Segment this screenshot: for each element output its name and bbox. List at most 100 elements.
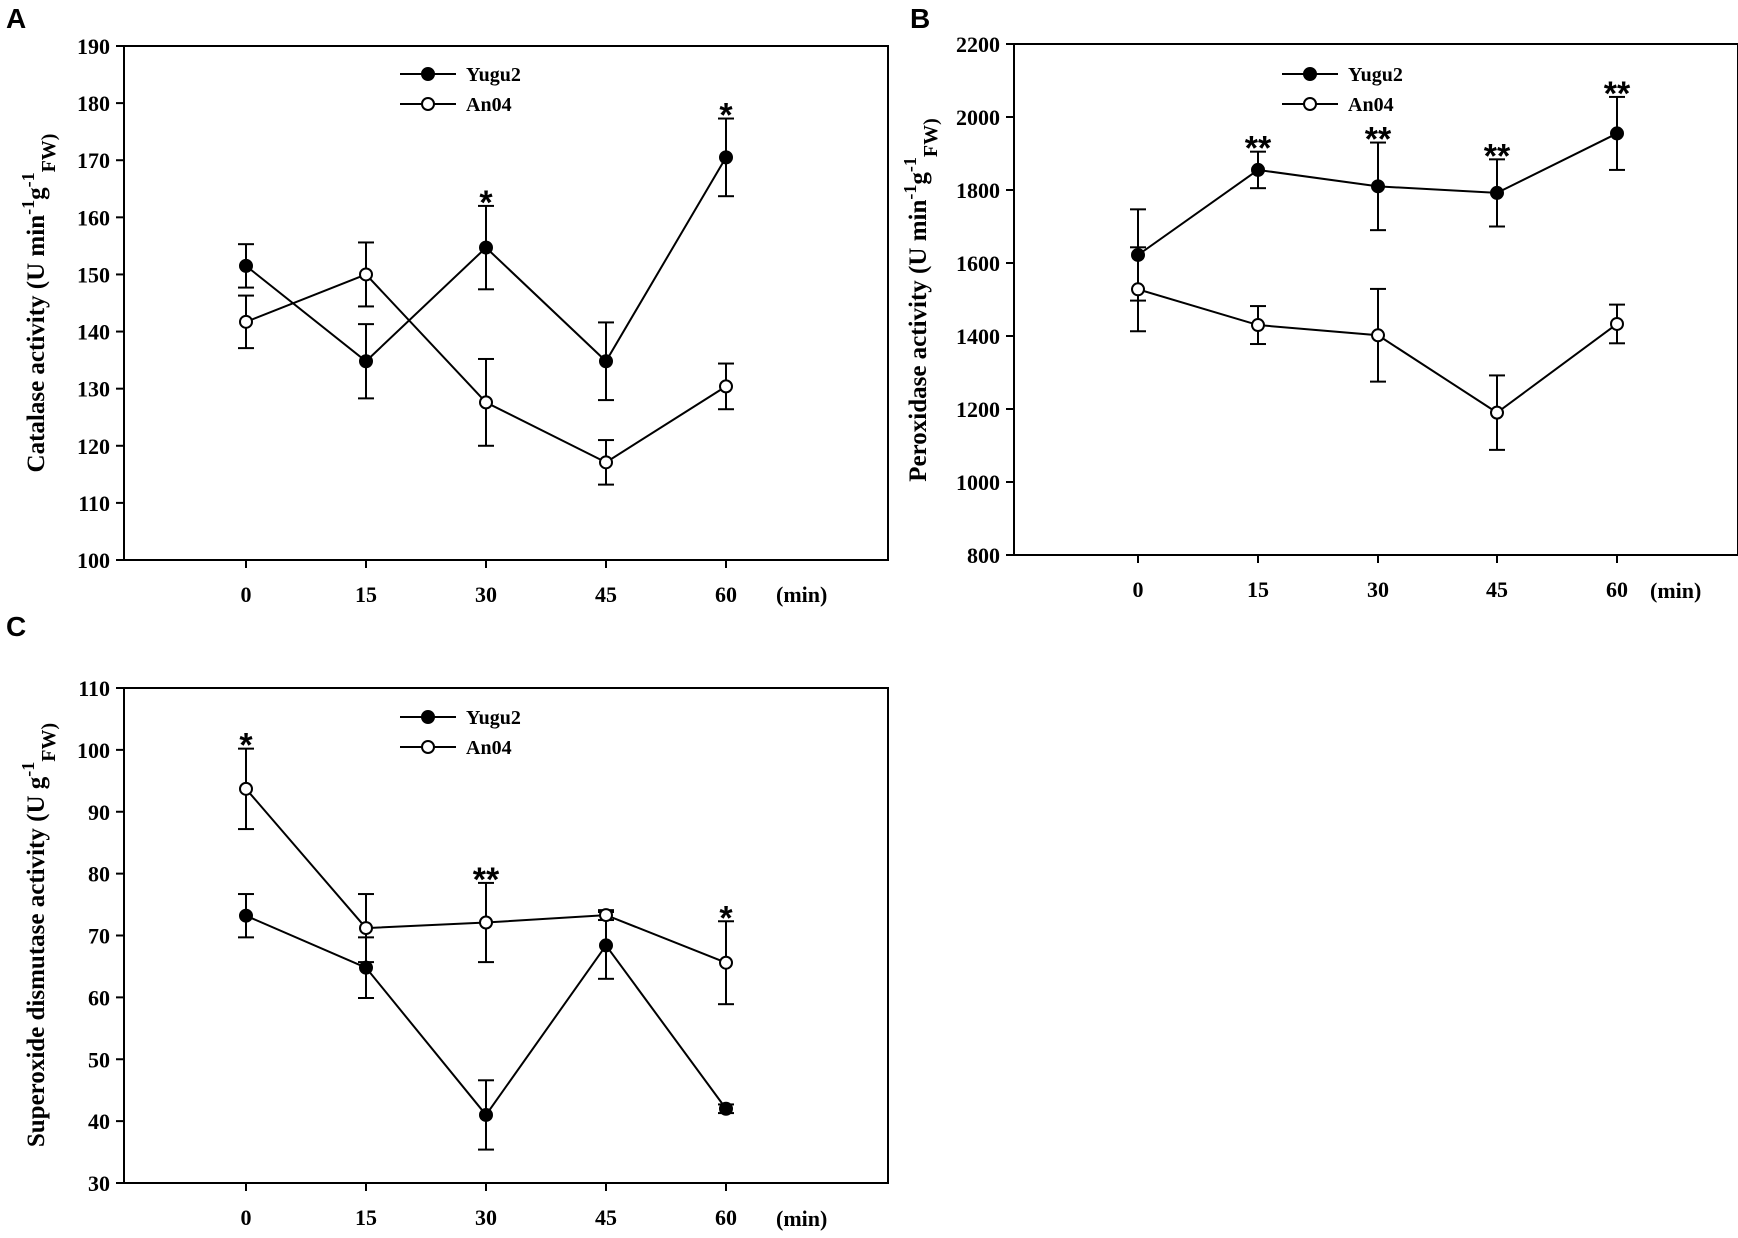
data-point-yugu2 — [599, 354, 613, 369]
data-point-yugu2 — [719, 150, 733, 165]
x-tick-label: 15 — [355, 582, 377, 607]
y-tick-label: 140 — [77, 320, 110, 345]
y-tick-label: 80 — [88, 862, 110, 887]
y-tick-label: 2200 — [956, 32, 1000, 57]
y-tick-label: 100 — [77, 548, 110, 573]
y-tick-label: 110 — [78, 676, 110, 701]
y-axis-title-part: Catalase activity (U min — [23, 215, 50, 473]
y-tick-label: 1200 — [956, 397, 1000, 422]
legend-label: Yugu2 — [466, 64, 521, 86]
y-tick-label: 1000 — [956, 470, 1000, 495]
series-yugu2 — [238, 117, 734, 402]
y-tick-label: 70 — [88, 924, 110, 949]
x-tick-label: 15 — [1247, 577, 1269, 602]
significance-mark: ** — [1365, 121, 1392, 159]
significance-mark: * — [719, 97, 733, 135]
y-axis-title-part: FW) — [38, 723, 60, 762]
significance-mark: * — [479, 184, 493, 222]
series-an04 — [238, 747, 734, 1006]
y-tick-label: 120 — [77, 434, 110, 459]
y-axis-title-part: -1 — [18, 172, 38, 187]
data-point-yugu2 — [359, 354, 373, 369]
plot-frame — [123, 45, 889, 561]
legend-label: An04 — [466, 94, 512, 116]
y-tick-label: 30 — [88, 1171, 110, 1196]
legend-marker — [1303, 97, 1317, 111]
x-tick-label: 15 — [355, 1205, 377, 1230]
y-axis-title-part: Peroxidase activity (U min — [905, 200, 932, 482]
y-tick-label: 150 — [77, 262, 110, 287]
data-point-an04 — [599, 908, 613, 923]
x-tick-label: 45 — [595, 1205, 617, 1230]
legend-label: Yugu2 — [1348, 64, 1403, 86]
y-tick-label: 90 — [88, 800, 110, 825]
data-point-an04 — [1610, 316, 1624, 331]
data-point-yugu2 — [239, 258, 253, 273]
legend: Yugu2 An04 — [400, 64, 521, 116]
y-tick-label: 1400 — [956, 324, 1000, 349]
legend-label: An04 — [466, 737, 512, 759]
y-axis-title-part: -1 — [900, 185, 920, 200]
significance-mark: ** — [473, 861, 500, 899]
y-tick-label: 1600 — [956, 251, 1000, 276]
y-axis-title-part: g — [905, 172, 932, 185]
data-point-yugu2 — [1610, 126, 1624, 141]
y-tick-label: 170 — [77, 148, 110, 173]
legend-marker — [421, 740, 435, 754]
significance-mark: ** — [1245, 130, 1272, 168]
y-tick-label: 1800 — [956, 178, 1000, 203]
x-axis-unit-label: (min) — [1650, 578, 1701, 603]
data-point-an04 — [719, 379, 733, 394]
y-tick-label: 60 — [88, 985, 110, 1010]
y-axis-title: Catalase activity (U min-1g-1FW) — [18, 134, 60, 473]
data-point-an04 — [359, 267, 373, 282]
y-tick-label: 110 — [78, 491, 110, 516]
data-point-yugu2 — [479, 240, 493, 255]
y-axis-title: Peroxidase activity (U min-1g-1FW) — [900, 118, 942, 482]
data-point-an04 — [239, 314, 253, 329]
significance-mark: ** — [1604, 75, 1631, 113]
x-tick-label: 60 — [715, 582, 737, 607]
x-tick-label: 60 — [1606, 577, 1628, 602]
y-tick-label: 40 — [88, 1109, 110, 1134]
series-an04 — [238, 241, 734, 486]
data-point-an04 — [599, 455, 613, 470]
data-point-yugu2 — [1490, 185, 1504, 200]
panel-c-sod-chart: C 30 40 50 60 70 80 90 100 110 0 15 30 45 60 (min) Super… — [6, 611, 889, 1231]
data-point-yugu2 — [239, 908, 253, 923]
data-point-yugu2 — [359, 960, 373, 975]
x-tick-label: 45 — [595, 582, 617, 607]
legend-marker — [421, 710, 435, 724]
y-tick-label: 180 — [77, 91, 110, 116]
x-tick-label: 0 — [1133, 577, 1144, 602]
y-axis-title-part: -1 — [900, 157, 920, 172]
panel-letter: A — [6, 3, 26, 34]
y-axis-title-part: FW) — [38, 134, 60, 173]
x-tick-label: 30 — [475, 582, 497, 607]
data-point-an04 — [479, 395, 493, 410]
x-tick-label: 60 — [715, 1205, 737, 1230]
x-axis-unit-label: (min) — [776, 1206, 827, 1231]
panel-letter: B — [910, 3, 930, 34]
legend-marker — [1303, 67, 1317, 81]
significance-mark: * — [239, 727, 253, 765]
data-point-an04 — [1131, 282, 1145, 297]
y-tick-label: 100 — [77, 738, 110, 763]
data-point-an04 — [719, 955, 733, 970]
x-tick-label: 0 — [241, 582, 252, 607]
legend: Yugu2 An04 — [400, 707, 521, 759]
y-tick-label: 190 — [77, 34, 110, 59]
y-tick-label: 800 — [967, 543, 1000, 568]
y-tick-label: 50 — [88, 1047, 110, 1072]
data-point-yugu2 — [479, 1107, 493, 1122]
legend-label: An04 — [1348, 94, 1394, 116]
x-tick-label: 0 — [241, 1205, 252, 1230]
significance-mark: * — [719, 899, 733, 937]
x-tick-label: 30 — [475, 1205, 497, 1230]
data-point-an04 — [479, 915, 493, 930]
data-point-yugu2 — [719, 1101, 733, 1116]
y-tick-label: 160 — [77, 205, 110, 230]
y-axis-title-part: Superoxide dismutase activity (U g — [23, 776, 50, 1147]
series-yugu2 — [1130, 95, 1625, 302]
